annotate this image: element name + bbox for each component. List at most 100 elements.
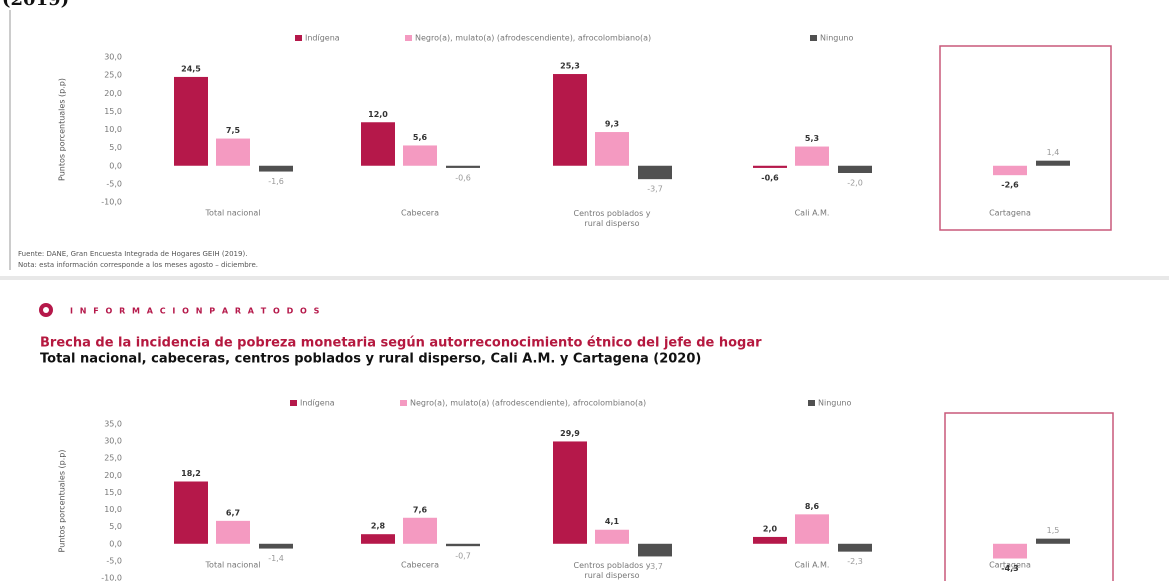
value-label: 29,9 [560,429,580,438]
value-label: -3,7 [647,562,663,571]
y-tick-label: 0,0 [109,161,122,170]
bar [753,165,787,168]
legend-swatch [400,400,407,406]
value-label: -1,4 [268,554,284,563]
y-tick-label: 10,0 [104,505,122,514]
legend-label: Ninguno [820,34,853,43]
bar [638,165,672,180]
y-tick-label: 30,0 [104,437,122,446]
bar [216,520,250,544]
highlight-box [939,45,1112,231]
value-label: -2,6 [1001,181,1019,190]
legend-label: Negro(a), mulato(a) (afrodescendiente), … [410,399,646,408]
legend-label: Negro(a), mulato(a) (afrodescendiente), … [415,34,651,43]
highlight-box [944,412,1114,581]
legend-swatch [405,35,412,41]
value-label: 1,4 [1047,148,1060,157]
y-tick-label: 20,0 [104,89,122,98]
value-label: 1,5 [1047,526,1060,535]
chart-subtitle: Total nacional, cabeceras, centros pobla… [40,352,701,367]
y-tick-label: 5,0 [109,522,122,531]
bar [216,138,250,166]
bar [838,165,872,173]
y-tick-label: 35,0 [104,420,122,429]
value-label: 5,3 [805,134,819,143]
value-label: 2,8 [371,522,386,531]
bar [446,543,480,547]
value-label: 7,5 [226,126,241,135]
bar [1036,538,1070,544]
value-label: 12,0 [368,110,388,119]
y-axis-label: Puntos porcentuales (p.p) [58,450,67,553]
bar [259,543,293,549]
bar [174,481,208,544]
legend-swatch [290,400,297,406]
x-tick-label: Total nacional [205,209,261,218]
chart-title: Brecha de la incidencia de pobreza monet… [40,336,762,351]
value-label: -1,6 [268,177,284,186]
bar [753,536,787,544]
note: Nota: esta información corresponde a los… [18,261,258,269]
bar [403,517,437,544]
x-tick-label: Cartagena [989,561,1031,570]
y-axis-label: Puntos porcentuales (p.p) [58,78,67,181]
value-label: 7,6 [413,505,428,514]
value-label: 4,1 [605,517,620,526]
bar [1036,160,1070,166]
bar [993,543,1027,559]
bar [993,165,1027,176]
bar [638,543,672,557]
x-tick-label: Centros poblados y rural disperso [573,209,650,228]
legend-label: Indígena [305,34,340,43]
bar [553,441,587,544]
y-tick-label: -5,0 [106,556,122,565]
value-label: -0,7 [455,552,471,561]
value-label: -2,3 [847,557,863,566]
value-label: 8,6 [805,502,820,511]
bar [795,146,829,166]
value-label: 2,0 [763,524,778,533]
legend-label: Ninguno [818,399,851,408]
value-label: 5,6 [413,133,428,142]
value-label: -2,0 [847,179,863,188]
legend-swatch [295,35,302,41]
bar [838,543,872,552]
x-tick-label: Cali A.M. [795,561,830,570]
y-tick-label: 25,0 [104,454,122,463]
y-tick-label: 30,0 [104,53,122,62]
brand-logo-inner [43,307,49,313]
value-label: 25,3 [560,62,580,71]
y-tick-label: 25,0 [104,71,122,80]
bar [259,165,293,172]
value-label: 18,2 [181,469,201,478]
y-tick-label: 15,0 [104,488,122,497]
bar [174,76,208,166]
bar [403,145,437,166]
x-tick-label: Cabecera [401,209,439,218]
value-label: -3,7 [647,185,663,194]
bar [795,514,829,544]
bar [361,534,395,544]
bar [446,165,480,168]
x-tick-label: Cali A.M. [795,209,830,218]
y-tick-label: 10,0 [104,125,122,134]
value-label: 24,5 [181,64,201,73]
legend-swatch [808,400,815,406]
value-label: -0,6 [455,173,471,182]
y-tick-label: 0,0 [109,539,122,548]
y-tick-label: -5,0 [106,179,122,188]
brand: I N F O R M A C I O N P A R A T O D O S [70,307,321,316]
bar [361,122,395,166]
legend-label: Indígena [300,399,335,408]
x-tick-label: Cartagena [989,209,1031,218]
header-fragment: (2019) [2,0,69,10]
x-tick-label: Cabecera [401,561,439,570]
value-label: 9,3 [605,120,619,129]
value-label: 6,7 [226,508,240,517]
y-tick-label: 15,0 [104,107,122,116]
bar [595,529,629,544]
value-label: -4,3 [1001,564,1019,573]
legend-swatch [810,35,817,41]
bar [595,132,629,166]
